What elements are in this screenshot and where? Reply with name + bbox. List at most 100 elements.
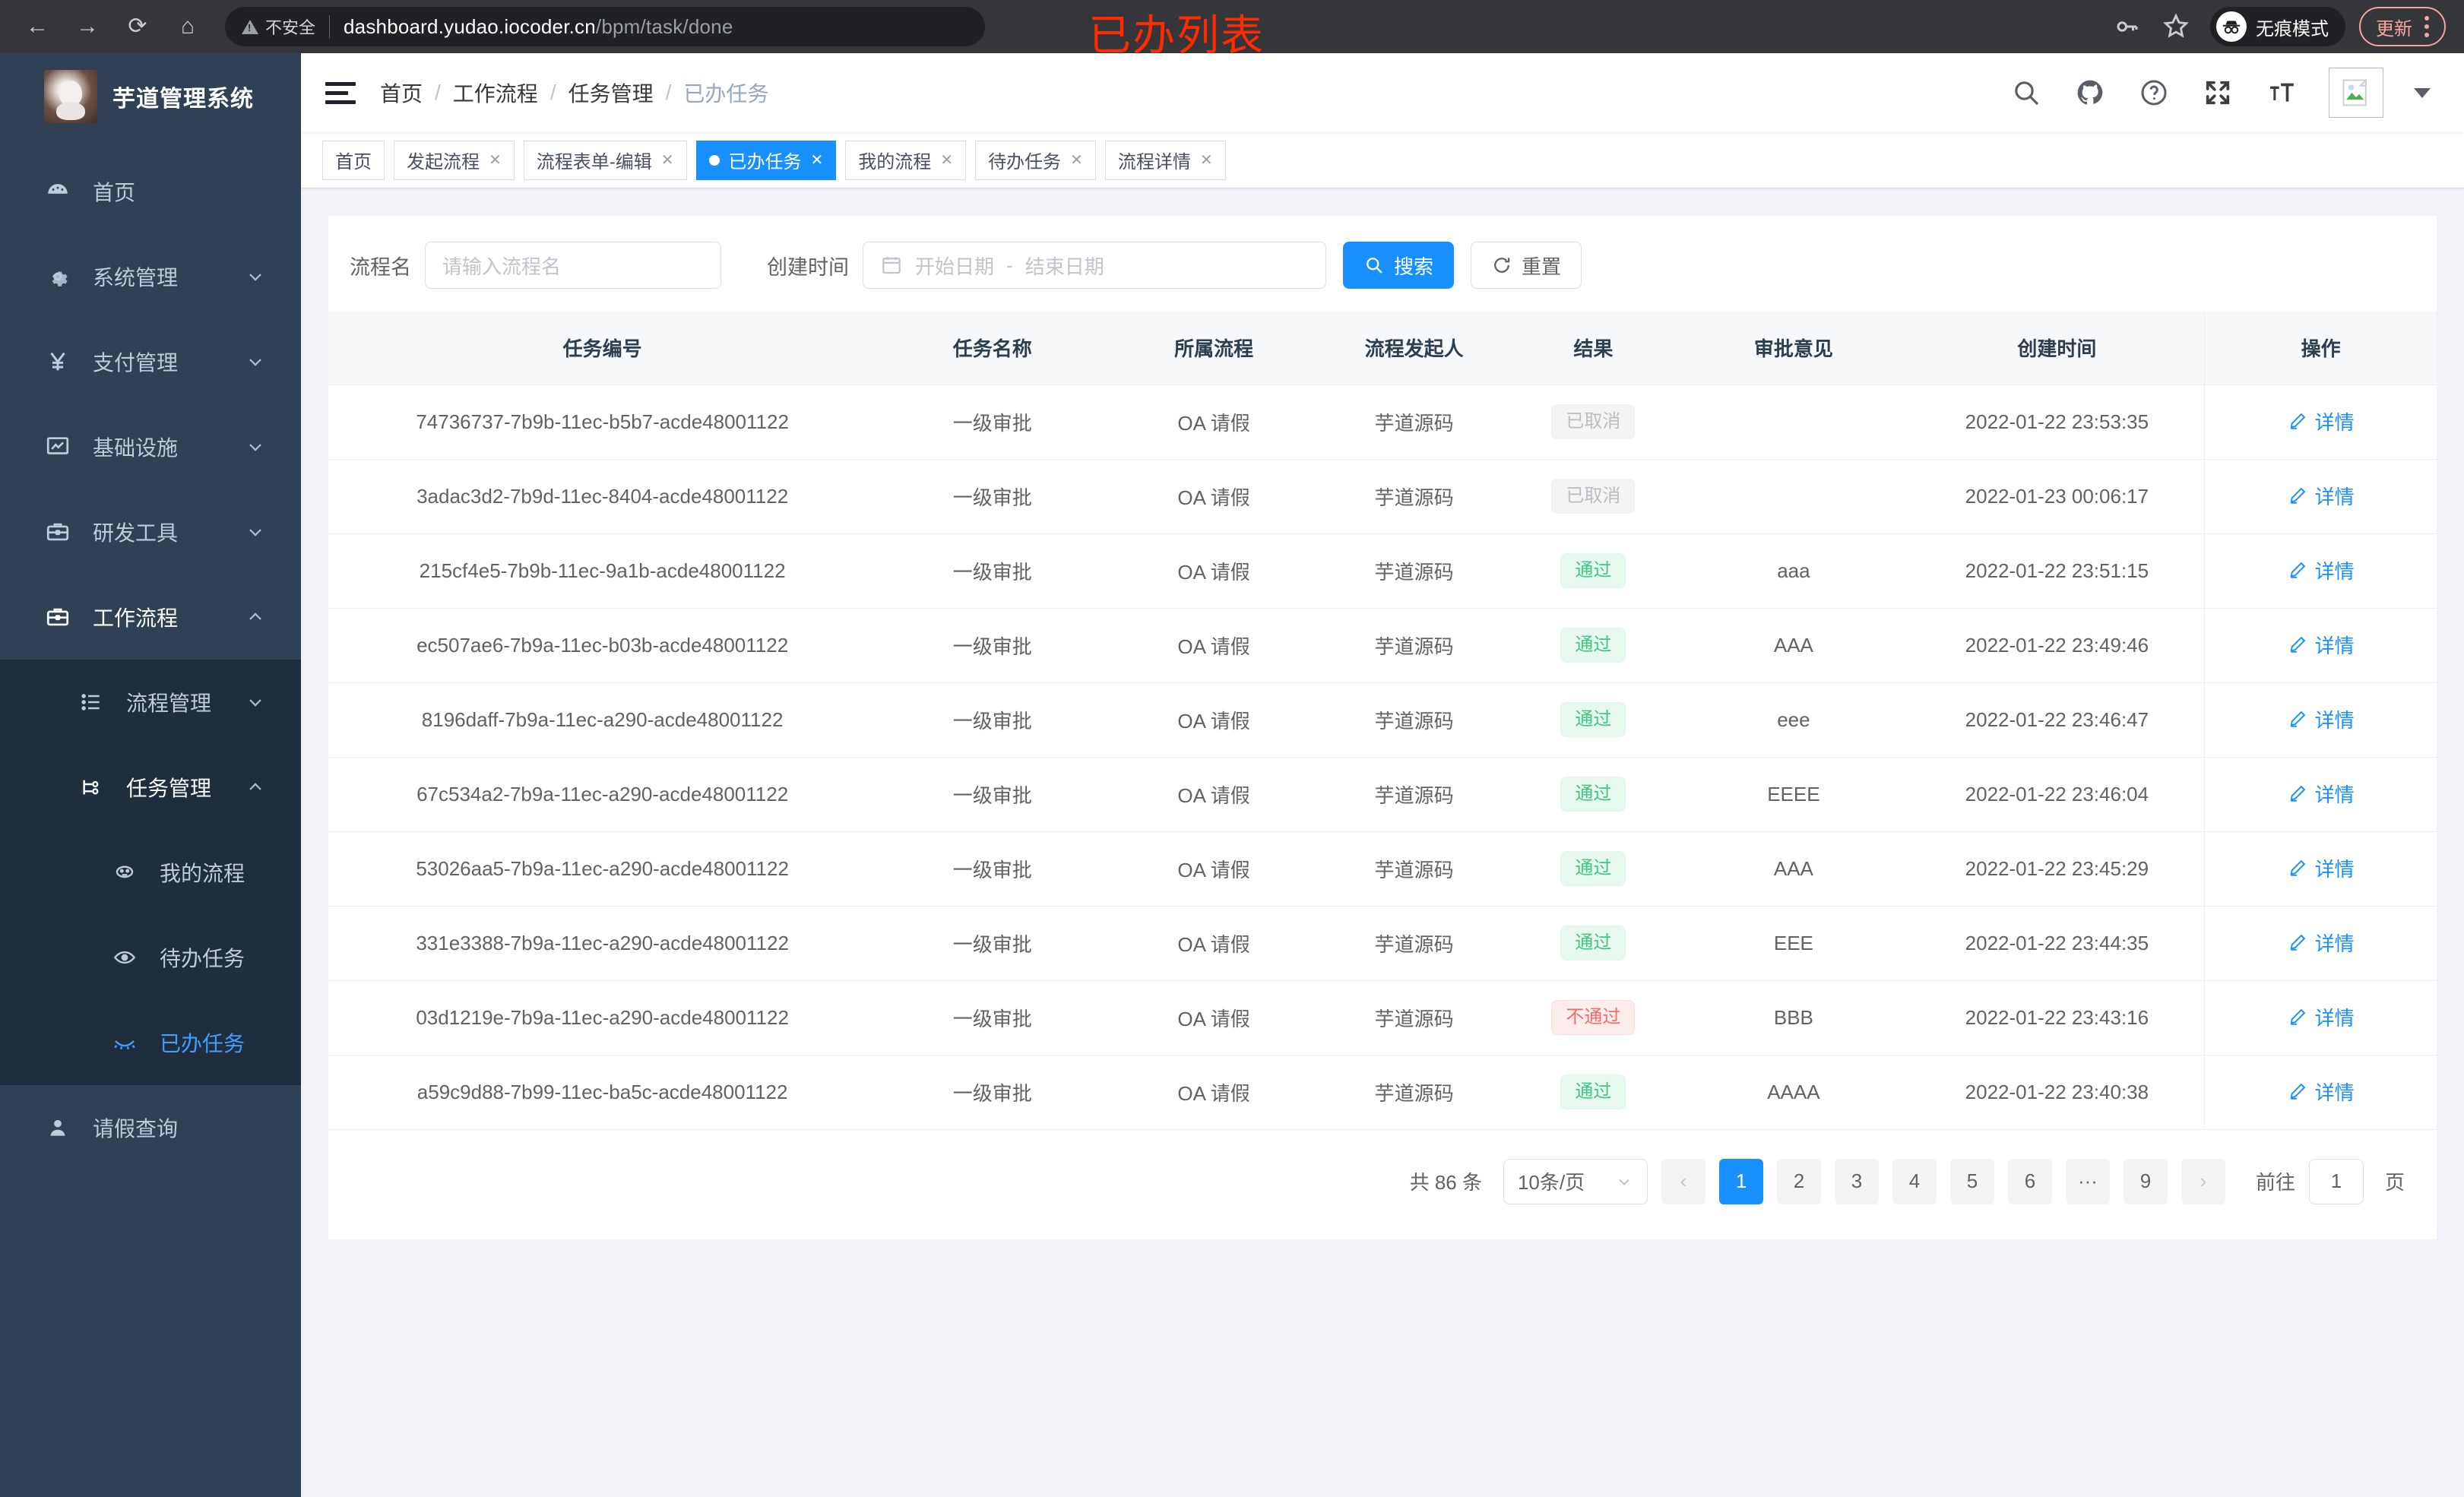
- search-button[interactable]: 搜索: [1343, 242, 1455, 289]
- create-time-range-picker[interactable]: 开始日期 - 结束日期: [863, 242, 1326, 289]
- tab-my-process[interactable]: 我的流程 ✕: [845, 140, 967, 180]
- sidebar-item-home[interactable]: 首页: [0, 149, 301, 234]
- page-size-select[interactable]: 10条/页: [1503, 1158, 1648, 1204]
- column-header-task-id: 任务编号: [328, 312, 877, 385]
- table-row[interactable]: 8196daff-7b9a-11ec-a290-acde48001122 一级审批…: [328, 682, 2437, 758]
- security-warning[interactable]: 不安全: [242, 14, 315, 39]
- breadcrumb-item-home[interactable]: 首页: [380, 82, 423, 106]
- avatar[interactable]: [2329, 68, 2383, 118]
- pagination-jump-input[interactable]: 1: [2308, 1158, 2364, 1204]
- update-button[interactable]: 更新: [2359, 7, 2446, 46]
- detail-link[interactable]: 详情: [2288, 407, 2355, 435]
- tab-todo-task[interactable]: 待办任务 ✕: [975, 140, 1096, 180]
- detail-link[interactable]: 详情: [2288, 929, 2355, 957]
- table-row[interactable]: a59c9d88-7b99-11ec-ba5c-acde48001122 一级审批…: [328, 1055, 2437, 1130]
- home-icon[interactable]: ⌂: [180, 14, 195, 39]
- fullscreen-icon[interactable]: [2201, 76, 2234, 109]
- detail-link[interactable]: 详情: [2288, 482, 2355, 510]
- detail-link[interactable]: 详情: [2288, 631, 2355, 659]
- reload-icon[interactable]: ⟳: [128, 14, 147, 39]
- bookmark-star-icon[interactable]: [2154, 5, 2198, 49]
- pagination-page-6[interactable]: 6: [2007, 1158, 2052, 1204]
- detail-link[interactable]: 详情: [2288, 854, 2355, 882]
- pagination-page-3[interactable]: 3: [1834, 1158, 1879, 1204]
- sidebar-item-done-task[interactable]: 已办任务: [0, 1000, 301, 1085]
- table-row[interactable]: 331e3388-7b9a-11ec-a290-acde48001122 一级审批…: [328, 906, 2437, 981]
- sidebar-item-system[interactable]: 系统管理: [0, 234, 301, 319]
- close-icon[interactable]: ✕: [940, 152, 954, 169]
- table-row[interactable]: 3adac3d2-7b9d-11ec-8404-acde48001122 一级审批…: [328, 459, 2437, 534]
- brand-header[interactable]: 芋道管理系统: [0, 53, 301, 140]
- detail-link[interactable]: 详情: [2288, 556, 2355, 584]
- tab-process-form-edit[interactable]: 流程表单-编辑 ✕: [523, 140, 687, 180]
- pagination-next-button[interactable]: ›: [2181, 1158, 2225, 1204]
- detail-link[interactable]: 详情: [2288, 705, 2355, 733]
- breadcrumb-item-task-management[interactable]: 任务管理: [568, 82, 654, 106]
- sidebar-item-process-management[interactable]: 流程管理: [0, 660, 301, 745]
- sidebar-item-devtools[interactable]: 研发工具: [0, 489, 301, 574]
- sidebar-item-payment[interactable]: 支付管理: [0, 319, 301, 404]
- help-icon[interactable]: [2137, 76, 2171, 109]
- status-badge: 通过: [1560, 776, 1626, 812]
- pagination-prev-button[interactable]: ‹: [1661, 1158, 1705, 1204]
- cell-process: OA 请假: [1108, 1055, 1319, 1130]
- font-size-icon[interactable]: [2265, 76, 2298, 109]
- chevron-down-icon[interactable]: [2414, 87, 2431, 98]
- cell-initiator: 芋道源码: [1319, 533, 1509, 609]
- search-icon[interactable]: [2010, 76, 2043, 109]
- incognito-indicator[interactable]: 无痕模式: [2210, 7, 2345, 46]
- sidebar-item-label: 支付管理: [93, 351, 179, 375]
- password-key-icon[interactable]: [2105, 5, 2149, 49]
- table-row[interactable]: 215cf4e5-7b9b-11ec-9a1b-acde48001122 一级审批…: [328, 533, 2437, 609]
- pagination-ellipsis[interactable]: ···: [2065, 1158, 2110, 1204]
- sidebar-item-infrastructure[interactable]: 基础设施: [0, 404, 301, 489]
- incognito-label: 无痕模式: [2256, 18, 2329, 40]
- pagination-page-5[interactable]: 5: [1949, 1158, 1994, 1204]
- close-icon[interactable]: ✕: [1070, 152, 1083, 169]
- detail-link[interactable]: 详情: [2288, 1003, 2355, 1031]
- cell-result: 通过: [1509, 1055, 1678, 1130]
- close-icon[interactable]: ✕: [810, 152, 824, 169]
- table-row[interactable]: ec507ae6-7b9a-11ec-b03b-acde48001122 一级审批…: [328, 608, 2437, 683]
- sidebar-item-label: 已办任务: [160, 1032, 245, 1055]
- breadcrumb-item-workflow[interactable]: 工作流程: [452, 82, 538, 106]
- sidebar-item-leave-query[interactable]: 请假查询: [0, 1085, 301, 1170]
- sidebar-item-my-process[interactable]: 我的流程: [0, 830, 301, 915]
- cell-opinion: EEE: [1677, 906, 1910, 981]
- pagination-page-1[interactable]: 1: [1718, 1158, 1763, 1204]
- tab-done-task[interactable]: 已办任务 ✕: [695, 140, 837, 180]
- close-icon[interactable]: ✕: [660, 152, 674, 169]
- sidebar-item-task-management[interactable]: 任务管理: [0, 745, 301, 830]
- sidebar-toggle-icon[interactable]: [325, 81, 359, 104]
- address-bar[interactable]: 不安全 dashboard.yudao.iocoder.cn/bpm/task/…: [225, 7, 985, 46]
- cell-initiator: 芋道源码: [1319, 757, 1509, 832]
- tab-home[interactable]: 首页: [322, 140, 385, 180]
- browser-menu-icon[interactable]: [2420, 16, 2434, 37]
- sidebar-item-workflow[interactable]: 工作流程: [0, 574, 301, 660]
- detail-link[interactable]: 详情: [2288, 780, 2355, 808]
- back-icon[interactable]: ←: [26, 14, 49, 39]
- eye-closed-icon: [106, 1030, 143, 1055]
- cell-process: OA 请假: [1108, 831, 1319, 907]
- tab-label: 我的流程: [858, 152, 932, 172]
- process-name-input[interactable]: 请输入流程名: [425, 242, 721, 289]
- sidebar-item-todo-task[interactable]: 待办任务: [0, 915, 301, 1000]
- github-icon[interactable]: [2073, 76, 2107, 109]
- table-row[interactable]: 53026aa5-7b9a-11ec-a290-acde48001122 一级审批…: [328, 831, 2437, 907]
- detail-link[interactable]: 详情: [2288, 1078, 2355, 1106]
- pagination-page-2[interactable]: 2: [1776, 1158, 1821, 1204]
- tab-start-process[interactable]: 发起流程 ✕: [394, 140, 515, 180]
- reset-button[interactable]: 重置: [1471, 242, 1582, 289]
- table-row[interactable]: 67c534a2-7b9a-11ec-a290-acde48001122 一级审批…: [328, 757, 2437, 832]
- pagination: 共 86 条 10条/页 ‹ 1 2 3 4 5 6 ··· 9 › 前往 1: [328, 1130, 2437, 1239]
- chevron-down-icon: [245, 692, 266, 713]
- table-row[interactable]: 74736737-7b9b-11ec-b5b7-acde48001122 一级审批…: [328, 385, 2437, 460]
- pagination-page-9[interactable]: 9: [2123, 1158, 2168, 1204]
- table-row[interactable]: 03d1219e-7b9a-11ec-a290-acde48001122 一级审批…: [328, 980, 2437, 1055]
- cell-operation: 详情: [2204, 906, 2437, 981]
- close-icon[interactable]: ✕: [1199, 152, 1213, 169]
- tab-process-detail[interactable]: 流程详情 ✕: [1104, 140, 1226, 180]
- pagination-page-4[interactable]: 4: [1892, 1158, 1937, 1204]
- forward-icon[interactable]: →: [76, 14, 99, 39]
- close-icon[interactable]: ✕: [489, 152, 502, 169]
